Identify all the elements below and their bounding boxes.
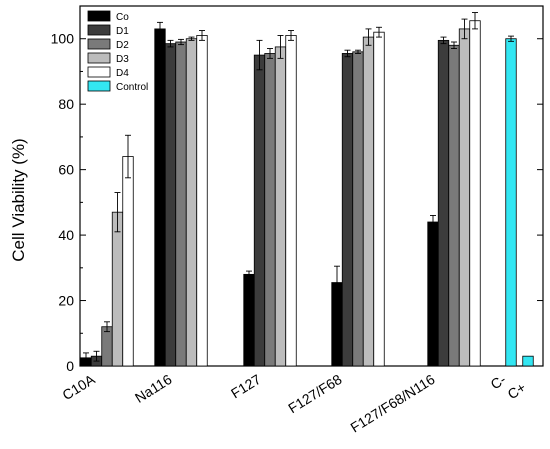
x-axis-tick-labels: C10A Na116 F127 F127/F68 F127/F68/N116 C-C+ (59, 371, 528, 436)
y-tick-label: 40 (58, 227, 74, 243)
legend-label-d2: D2 (116, 40, 129, 51)
y-tick-label: 80 (58, 96, 74, 112)
legend-label-control: Control (116, 82, 148, 93)
bar-f127-f68-n116-d3 (458, 28, 471, 367)
x-tick-label: F127 (228, 371, 264, 402)
bar-f127-d2 (264, 53, 276, 367)
legend-swatch-d4 (87, 66, 111, 78)
bar-f127-f68-n116-d4 (469, 20, 481, 367)
bar-f127-d4 (285, 35, 297, 367)
y-tick-label: 60 (58, 162, 74, 178)
legend-label-d4: D4 (116, 68, 129, 79)
y-tick-label: 0 (66, 358, 74, 374)
legend-swatch-d1 (87, 24, 111, 36)
legend-swatch-control (87, 80, 111, 92)
bar-f127-d3 (274, 46, 287, 367)
bar-c--control (522, 355, 534, 367)
bar-na116-d2 (175, 41, 187, 367)
x-tick-label: F127/F68/N116 (347, 371, 437, 436)
bar-f127-f68-d4 (373, 31, 385, 367)
x-tick-label: C10A (59, 371, 98, 403)
bar-na116-d1 (164, 43, 177, 367)
y-tick-label: 100 (51, 31, 75, 47)
legend-swatch-co (87, 10, 111, 22)
y-axis: 0 20 40 60 80 100 (51, 31, 543, 374)
legend-swatch-d3 (87, 52, 111, 64)
y-axis-label: Cell Viability (%) (9, 138, 28, 261)
y-tick-label: 20 (58, 293, 74, 309)
bar-f127-f68-d1 (341, 53, 354, 367)
bar-f127-f68-n116-d2 (448, 44, 460, 367)
legend-swatch-d2 (87, 38, 111, 50)
bar-f127-f68-d3 (362, 36, 375, 367)
bar-f127-d1 (253, 54, 266, 367)
legend-label-d3: D3 (116, 54, 129, 65)
bar-na116-d4 (196, 35, 208, 367)
bars (80, 12, 534, 367)
x-tick-label: C+ (505, 379, 529, 402)
legend-label-d1: D1 (116, 26, 129, 37)
bar-f127-f68-n116-co (427, 221, 439, 367)
bar-c10a-d3 (111, 211, 124, 367)
legend: Co D1 D2 D3 D4 Control (87, 10, 148, 93)
x-tick-label: F127/F68 (285, 371, 344, 416)
bar-f127-co (243, 273, 255, 367)
bar-c--control (505, 38, 517, 367)
bar-f127-f68-d2 (352, 51, 364, 367)
legend-label-co: Co (116, 12, 129, 23)
bar-c10a-d2 (101, 326, 113, 367)
bar-na116-co (154, 28, 166, 367)
bar-na116-d3 (185, 38, 198, 367)
bar-f127-f68-n116-d1 (437, 39, 450, 367)
bar-c10a-d4 (122, 156, 134, 367)
x-tick-label: Na116 (132, 371, 175, 406)
plot-frame (79, 5, 544, 367)
